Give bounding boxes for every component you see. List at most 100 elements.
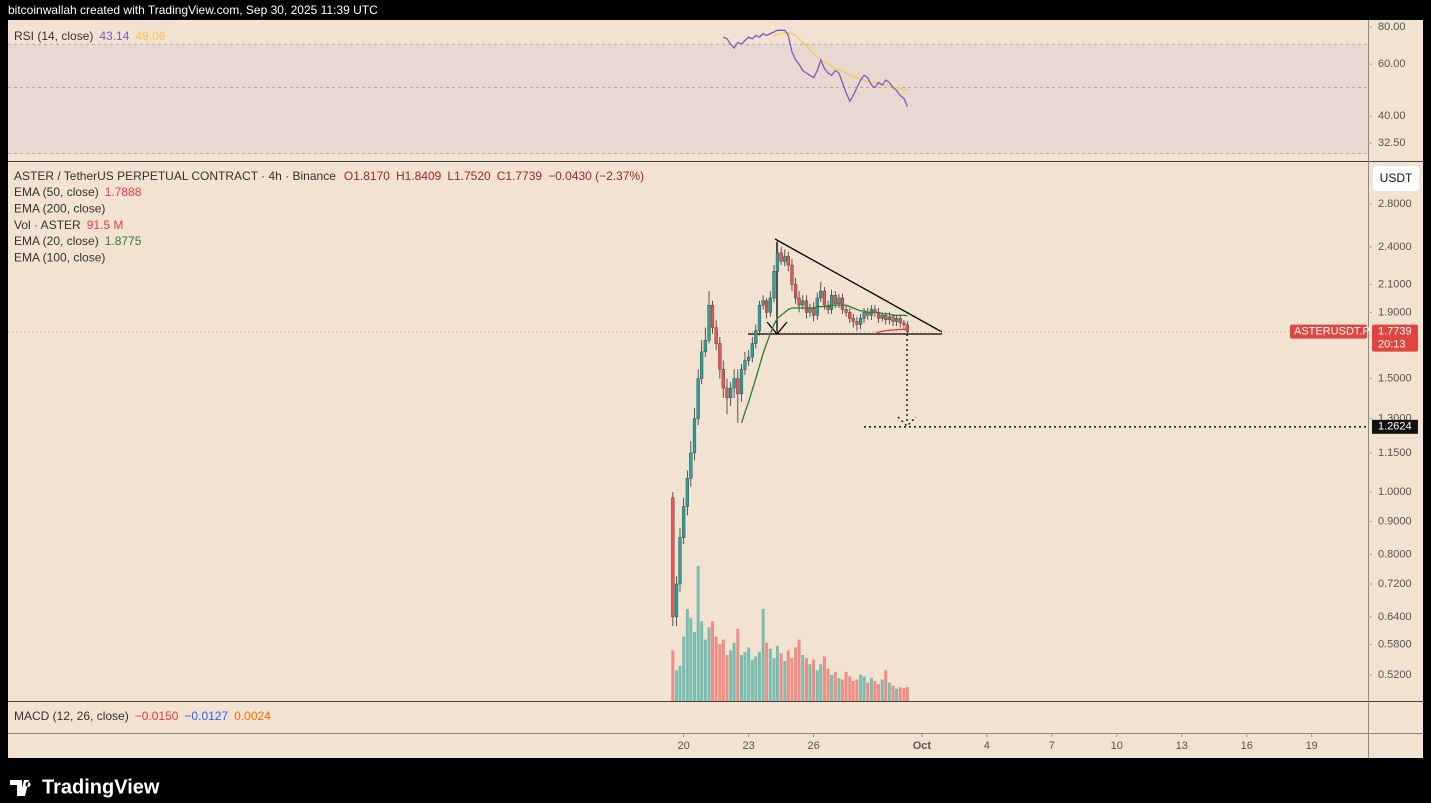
indicator-name: EMA (100, close) bbox=[14, 251, 105, 265]
candle-body bbox=[703, 340, 707, 353]
macd-value: −0.0127 bbox=[184, 709, 228, 723]
volume-bar bbox=[851, 681, 855, 701]
y-tick-label: 0.7200 bbox=[1378, 578, 1412, 590]
price-label-box bbox=[1372, 324, 1418, 352]
rsi-legend: RSI (14, close) 43.14 49.06 bbox=[14, 29, 166, 43]
y-tick-label: 1.5000 bbox=[1378, 372, 1412, 384]
candle-body bbox=[880, 315, 884, 319]
volume-bar bbox=[700, 621, 704, 701]
volume-bar bbox=[819, 664, 823, 701]
candle-body bbox=[822, 290, 827, 306]
indicator-legend: Vol · ASTER 91.5 M bbox=[14, 218, 123, 232]
volume-bar bbox=[692, 631, 696, 701]
candle-body bbox=[833, 295, 837, 304]
footer-brand: TradingView bbox=[42, 776, 160, 798]
candle-body bbox=[696, 378, 700, 419]
candle-body bbox=[779, 252, 783, 262]
volume-bar bbox=[783, 661, 787, 701]
candle-body bbox=[848, 312, 852, 319]
volume-bar bbox=[750, 659, 754, 701]
target-label: 1.2624 bbox=[1378, 421, 1412, 433]
y-tick-label: 1.1500 bbox=[1378, 447, 1412, 459]
indicator-legend: EMA (20, close) 1.8775 bbox=[14, 234, 142, 248]
volume-bar bbox=[822, 656, 826, 701]
rsi-value: 43.14 bbox=[99, 29, 129, 43]
candle-body bbox=[772, 271, 776, 299]
candle-body bbox=[855, 321, 859, 325]
volume-bar bbox=[775, 645, 779, 701]
candle-body bbox=[783, 256, 787, 262]
volume-bar bbox=[848, 676, 852, 701]
volume-bar bbox=[887, 682, 891, 701]
volume-bar bbox=[855, 679, 859, 701]
volume-bar bbox=[790, 658, 794, 701]
volume-bar bbox=[675, 670, 679, 701]
y-tick-label: 2.1000 bbox=[1378, 278, 1412, 290]
indicator-value: 91.5 M bbox=[87, 218, 124, 232]
candle-body bbox=[710, 304, 715, 328]
symbol-label: ASTERUSDT.P bbox=[1294, 326, 1370, 338]
volume-bar bbox=[873, 681, 877, 701]
candle-body bbox=[678, 537, 682, 585]
volume-bar bbox=[768, 648, 772, 701]
volume-bar bbox=[743, 651, 747, 701]
candle-body bbox=[808, 307, 812, 313]
volume-bar bbox=[761, 608, 765, 701]
volume-bar bbox=[859, 674, 863, 701]
volume-bar bbox=[891, 685, 895, 701]
change-value: −0.0430 (−2.37%) bbox=[548, 169, 644, 183]
candle-body bbox=[732, 378, 736, 389]
volume-bar bbox=[797, 639, 801, 701]
x-tick-label: 26 bbox=[807, 740, 819, 752]
volume-bar bbox=[804, 658, 808, 701]
volume-bar bbox=[710, 621, 714, 701]
candle-body bbox=[747, 356, 751, 361]
candle-body bbox=[898, 318, 902, 324]
candle-body bbox=[858, 318, 863, 325]
ohlc-value: C1.7739 bbox=[497, 169, 543, 183]
candle-body bbox=[851, 318, 855, 322]
rsi-band bbox=[8, 44, 1368, 154]
candle-body bbox=[775, 252, 780, 272]
candle-body bbox=[829, 295, 834, 310]
rsi-value: 49.06 bbox=[135, 29, 165, 43]
candle-body bbox=[689, 452, 693, 479]
indicator-line bbox=[773, 32, 908, 91]
candle-body bbox=[894, 318, 899, 322]
volume-bar bbox=[678, 665, 682, 701]
indicator-name: EMA (50, close) bbox=[14, 185, 99, 199]
candle-body bbox=[794, 284, 798, 299]
candle-body bbox=[754, 330, 758, 344]
x-tick-label: 16 bbox=[1241, 740, 1253, 752]
macd-legend: MACD (12, 26, close) −0.0150 −0.0127 0.0024 bbox=[14, 709, 271, 723]
candle-body bbox=[750, 343, 754, 358]
volume-bar bbox=[884, 670, 888, 701]
x-tick-label: 7 bbox=[1049, 740, 1055, 752]
candle-body bbox=[757, 304, 762, 331]
y-tick-label: 40.00 bbox=[1378, 110, 1406, 122]
countdown-label: 20:13 bbox=[1378, 339, 1406, 351]
symbol-label-box bbox=[1290, 324, 1367, 339]
y-tick-label: 60.00 bbox=[1378, 58, 1406, 70]
volume-bar bbox=[833, 671, 837, 701]
candle-body bbox=[837, 297, 841, 304]
volume-bar bbox=[754, 656, 758, 701]
volume-bar bbox=[786, 650, 790, 701]
y-tick-label: 0.8000 bbox=[1378, 548, 1412, 560]
volume-bar bbox=[729, 650, 733, 701]
candle-body bbox=[801, 300, 805, 306]
y-tick-label: 1.0000 bbox=[1378, 486, 1412, 498]
rsi-title: RSI (14, close) bbox=[14, 29, 93, 43]
ohlc-value: L1.7520 bbox=[447, 169, 491, 183]
y-tick-label: 0.5200 bbox=[1378, 669, 1412, 681]
candle-body bbox=[826, 304, 830, 310]
currency-button[interactable] bbox=[1373, 166, 1419, 191]
candle-body bbox=[682, 506, 686, 538]
y-tick-label: 80.00 bbox=[1378, 21, 1406, 33]
volume-bar bbox=[747, 647, 751, 701]
volume-bar bbox=[682, 636, 686, 701]
chart-background bbox=[8, 20, 1423, 758]
candle-body bbox=[862, 312, 866, 319]
volume-bar bbox=[905, 686, 909, 701]
